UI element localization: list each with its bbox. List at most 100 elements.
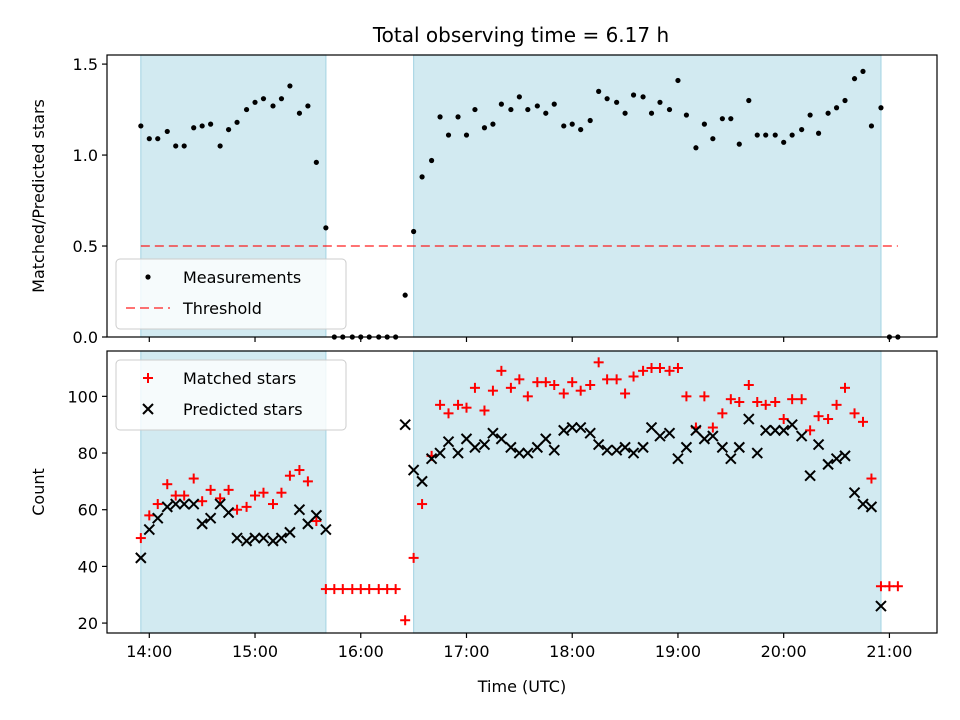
predicted-star-point	[487, 427, 499, 439]
matched-star-point	[734, 397, 745, 408]
x-b	[769, 424, 781, 437]
y-tick-label: 0.5	[73, 237, 98, 256]
matched-star-point	[188, 473, 199, 484]
x-b	[627, 447, 640, 459]
x-b	[187, 498, 200, 510]
predicted-star-point	[531, 441, 544, 454]
y-tick-label: 100	[67, 387, 98, 406]
measurement-point	[455, 114, 461, 120]
predicted-star-point	[452, 447, 464, 459]
predicted-star-point	[478, 438, 491, 451]
x-b	[222, 506, 235, 519]
x-b	[777, 424, 790, 437]
predicted-star-point	[505, 441, 517, 454]
matched-star-point	[284, 470, 295, 481]
matched-star-point	[135, 533, 146, 544]
matched-star-point	[840, 382, 851, 393]
measurement-point	[754, 132, 760, 138]
x-b	[716, 441, 729, 454]
x-b	[513, 447, 526, 459]
predicted-star-point	[399, 418, 411, 431]
x-b	[495, 433, 508, 445]
legend-label: Threshold	[182, 299, 262, 318]
predicted-star-point	[293, 504, 306, 516]
matched-star-point	[664, 365, 675, 376]
x-b	[249, 532, 261, 544]
matched-star-point	[620, 388, 631, 399]
x-b	[610, 444, 623, 456]
x-b	[460, 433, 473, 445]
x-b	[407, 464, 420, 476]
x-b	[601, 444, 613, 456]
matched-star-point	[593, 357, 604, 368]
predicted-star-point	[592, 438, 605, 451]
measurement-point	[472, 106, 478, 113]
measurement-point	[490, 121, 496, 127]
x-b	[865, 501, 878, 513]
matched-star-point	[522, 391, 533, 402]
x-b	[548, 444, 560, 456]
measurement-point	[851, 76, 858, 82]
legend: Matched stars Predicted stars	[115, 359, 347, 431]
shaded-interval	[413, 54, 882, 338]
predicted-star-point	[240, 535, 253, 547]
predicted-star-point	[830, 452, 843, 465]
measurement-point	[736, 141, 742, 147]
x-b	[469, 441, 481, 454]
y-tick-label: 1.5	[73, 55, 98, 74]
matched-star-point	[179, 490, 190, 501]
matched-star-point	[294, 465, 305, 476]
matched-star-point	[611, 374, 622, 385]
predicted-star-point	[769, 424, 781, 437]
x-b	[654, 430, 666, 442]
x-b	[743, 413, 755, 425]
x-tick-label: 17:00	[443, 642, 489, 661]
matched-star-point	[770, 397, 781, 408]
measurement-point	[173, 143, 179, 149]
measurement-point	[728, 116, 734, 122]
measurement-point	[683, 112, 690, 118]
predicted-star-point	[257, 532, 270, 544]
x-b	[442, 435, 455, 448]
series-measurements	[138, 68, 901, 340]
x-b	[425, 452, 438, 465]
matched-star-point	[373, 584, 384, 595]
predicted-star-point	[707, 430, 719, 442]
x-b	[196, 518, 208, 530]
x-b	[619, 441, 631, 454]
measurement-point	[225, 126, 232, 133]
measurement-point	[596, 88, 602, 94]
x-b	[204, 512, 217, 524]
matched-star-point	[849, 408, 860, 419]
y-tick-label: 1.0	[73, 146, 98, 165]
matched-star-point	[417, 499, 428, 510]
matched-star-point	[699, 391, 710, 402]
matched-star-point	[514, 374, 525, 385]
x-b	[707, 430, 719, 442]
x-b	[812, 438, 825, 451]
predicted-star-point	[135, 552, 147, 564]
measurement-point	[138, 123, 144, 129]
matched-star-point	[567, 377, 578, 388]
predicted-star-point	[777, 424, 790, 437]
predicted-star-point	[760, 424, 772, 437]
x-b	[487, 427, 499, 439]
x-tick-label: 16:00	[338, 642, 384, 661]
x-b	[505, 441, 517, 454]
predicted-star-point	[574, 421, 587, 434]
matched-star-point	[646, 363, 657, 374]
y-axis-label: Count	[29, 468, 48, 516]
measurement-point	[525, 106, 531, 113]
measurement-point	[815, 130, 822, 136]
measurement-point	[763, 132, 769, 138]
measurement-point	[710, 136, 716, 142]
x-b	[637, 441, 649, 454]
matched-star-point	[725, 394, 736, 405]
x-b	[416, 475, 428, 488]
predicted-star-point	[716, 441, 729, 454]
predicted-star-point	[619, 441, 631, 454]
predicted-star-point	[231, 532, 243, 544]
predicted-star-point	[143, 523, 156, 536]
x-b	[804, 469, 816, 482]
